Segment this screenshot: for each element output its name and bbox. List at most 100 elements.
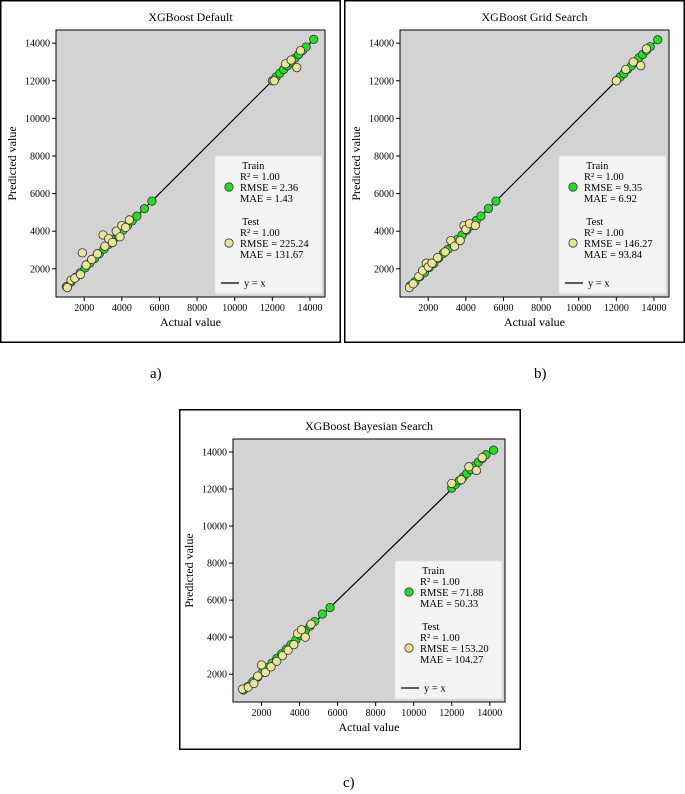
legend-stat: MAE = 93.84 bbox=[584, 250, 643, 261]
legend-label: Test bbox=[242, 217, 259, 228]
y-tick-label: 12000 bbox=[25, 76, 50, 87]
x-tick-label: 8000 bbox=[366, 708, 386, 719]
y-axis-label: Predicted value bbox=[349, 126, 363, 200]
x-tick-label: 14000 bbox=[641, 303, 666, 314]
test-point bbox=[306, 619, 316, 629]
test-point bbox=[260, 667, 270, 677]
train-point bbox=[317, 609, 327, 619]
train-point bbox=[483, 203, 494, 214]
legend-stat: MAE = 104.27 bbox=[420, 655, 483, 666]
y-tick-label: 2000 bbox=[207, 670, 227, 681]
test-point bbox=[440, 247, 450, 257]
test-point bbox=[249, 678, 259, 689]
test-point bbox=[124, 215, 134, 225]
legend-stat: RMSE = 146.27 bbox=[584, 239, 653, 250]
y-axis-label: Predicted value bbox=[5, 126, 19, 200]
test-point bbox=[100, 241, 110, 251]
test-point bbox=[296, 625, 307, 635]
legend-stat: RMSE = 71.88 bbox=[420, 588, 483, 599]
test-point bbox=[433, 252, 443, 263]
chart-panel-default: XGBoost Default 2000 4000 6000 8000 10000 1200… bbox=[0, 0, 341, 343]
train-point bbox=[491, 196, 501, 206]
legend-label: Train bbox=[422, 566, 445, 577]
test-point bbox=[295, 46, 306, 56]
x-tick-label: 4000 bbox=[456, 303, 476, 314]
legend-stat: MAE = 50.33 bbox=[420, 599, 478, 610]
test-point bbox=[292, 63, 302, 73]
test-point bbox=[621, 64, 631, 75]
legend-marker-test bbox=[224, 238, 234, 248]
legend-stat: R² = 1.00 bbox=[240, 228, 280, 239]
legend-stat: R² = 1.00 bbox=[584, 228, 624, 239]
legend-label: Test bbox=[422, 622, 439, 633]
legend-marker-test bbox=[568, 238, 578, 248]
train-point bbox=[147, 196, 157, 206]
test-point bbox=[121, 222, 131, 233]
x-tick-label: 14000 bbox=[477, 708, 502, 719]
y-tick-label: 14000 bbox=[202, 447, 227, 458]
y-tick-label: 14000 bbox=[369, 39, 394, 50]
test-point bbox=[611, 76, 621, 86]
legend-box bbox=[558, 155, 667, 295]
y-tick-label: 10000 bbox=[25, 114, 50, 125]
y-tick-label: 6000 bbox=[374, 189, 394, 200]
x-tick-label: 6000 bbox=[328, 708, 348, 719]
test-point bbox=[87, 254, 97, 264]
x-tick-label: 2000 bbox=[252, 708, 272, 719]
test-point bbox=[455, 235, 465, 246]
x-tick-label: 6000 bbox=[149, 303, 169, 314]
x-axis-label: Actual value bbox=[504, 315, 565, 329]
train-point bbox=[132, 211, 142, 221]
test-point bbox=[408, 279, 418, 289]
test-point bbox=[641, 44, 652, 54]
legend-box bbox=[394, 560, 503, 700]
test-point bbox=[456, 475, 466, 485]
y-tick-label: 4000 bbox=[207, 633, 227, 644]
y-tick-label: 4000 bbox=[374, 227, 394, 238]
x-tick-label: 12000 bbox=[260, 303, 285, 314]
legend-stat: R² = 1.00 bbox=[420, 577, 460, 588]
legend-label: Test bbox=[586, 217, 603, 228]
test-point bbox=[277, 651, 288, 661]
x-tick-label: 8000 bbox=[187, 303, 207, 314]
test-point bbox=[115, 232, 125, 242]
y-tick-label: 10000 bbox=[369, 114, 394, 125]
y-tick-label: 2000 bbox=[30, 264, 50, 275]
test-point bbox=[289, 639, 299, 650]
x-tick-label: 10000 bbox=[222, 303, 247, 314]
legend-stat: MAE = 6.92 bbox=[584, 194, 637, 205]
x-tick-label: 10000 bbox=[401, 708, 426, 719]
legend-label: y = x bbox=[244, 279, 266, 290]
x-tick-label: 4000 bbox=[290, 708, 310, 719]
x-axis-label: Actual value bbox=[160, 315, 221, 329]
legend-stat: RMSE = 2.36 bbox=[240, 183, 298, 194]
train-point bbox=[653, 35, 663, 45]
test-point bbox=[286, 55, 296, 65]
y-axis-label: Predicted value bbox=[182, 533, 196, 607]
test-point bbox=[300, 632, 310, 642]
y-tick-label: 8000 bbox=[207, 559, 227, 570]
test-point bbox=[283, 645, 293, 655]
legend-stat: RMSE = 153.20 bbox=[420, 644, 489, 655]
legend-label: Train bbox=[242, 161, 265, 172]
legend-marker-train bbox=[404, 587, 414, 597]
test-point bbox=[92, 249, 102, 259]
legend-marker-test bbox=[404, 643, 414, 653]
legend-label: y = x bbox=[424, 684, 446, 695]
test-point bbox=[477, 452, 487, 463]
y-tick-label: 6000 bbox=[30, 189, 50, 200]
chart-title: XGBoost Bayesian Search bbox=[305, 419, 433, 433]
y-tick-label: 12000 bbox=[369, 76, 394, 87]
test-point bbox=[636, 61, 646, 71]
y-tick-label: 10000 bbox=[202, 522, 227, 533]
test-point bbox=[449, 241, 460, 251]
caption-c: c) bbox=[343, 775, 355, 791]
y-tick-label: 12000 bbox=[202, 485, 227, 496]
test-point bbox=[107, 237, 118, 248]
legend-label: Train bbox=[586, 161, 609, 172]
legend-stat: R² = 1.00 bbox=[420, 633, 460, 644]
train-point bbox=[309, 34, 319, 45]
test-point bbox=[77, 248, 87, 258]
y-tick-label: 6000 bbox=[207, 596, 227, 607]
test-point bbox=[464, 462, 474, 472]
